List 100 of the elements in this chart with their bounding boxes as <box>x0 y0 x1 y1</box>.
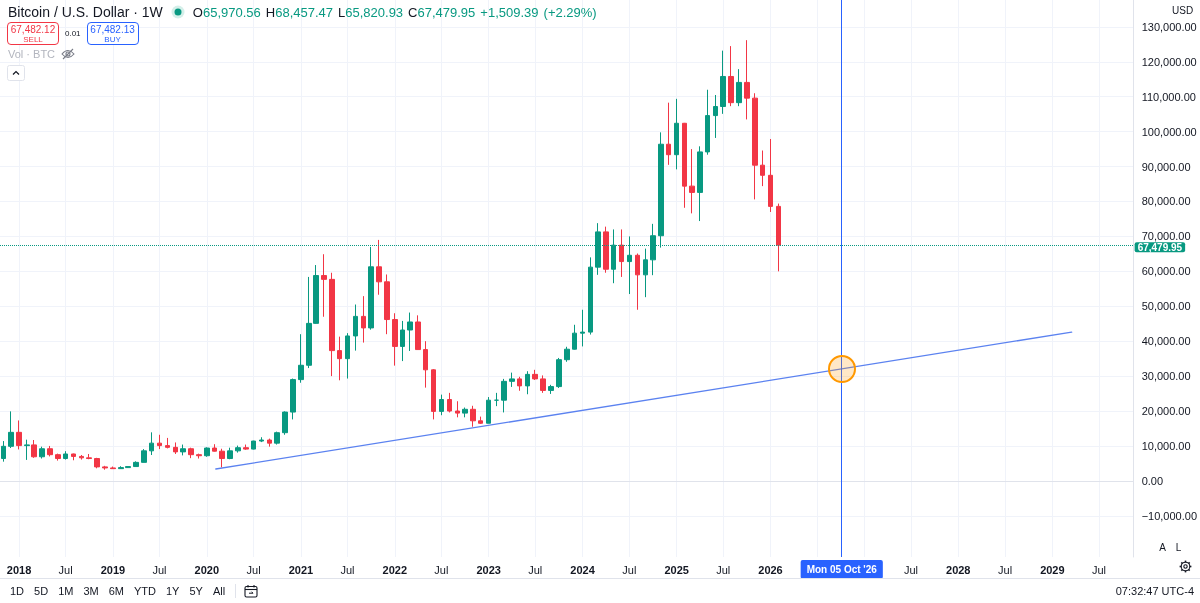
candlestick <box>423 340 428 389</box>
candlestick <box>455 400 460 418</box>
candlestick <box>447 392 452 413</box>
annotation: 0.01 <box>64 29 82 38</box>
x-tick-label: 2018 <box>6 563 32 576</box>
candlestick <box>666 102 671 166</box>
candlestick <box>259 436 264 443</box>
candlestick <box>752 92 758 200</box>
candlestick <box>149 431 154 456</box>
y-tick-label: 20,000.00 <box>1141 405 1191 418</box>
text: 6M <box>107 585 125 597</box>
candlestick <box>643 248 648 298</box>
candlestick <box>24 439 30 461</box>
candlestick <box>392 312 398 367</box>
y-tick-label: 120,000.00 <box>1141 55 1197 68</box>
candlestick <box>298 333 304 384</box>
x-tick-label: 2026 <box>758 563 783 576</box>
candlestick <box>102 465 108 471</box>
candlestick <box>407 312 413 352</box>
candlestick <box>501 378 507 413</box>
y-tick-label: 110,000.00 <box>1141 90 1196 103</box>
text: 1D <box>9 585 26 597</box>
x-tick-label: Jul <box>58 563 73 576</box>
text: L <box>1172 541 1185 555</box>
candlestick <box>682 122 687 209</box>
candlestick <box>235 445 241 454</box>
candlestick <box>768 138 773 213</box>
candlestick <box>267 438 272 448</box>
y-tick-label: 100,000.00 <box>1141 125 1197 138</box>
candlestick <box>31 439 37 459</box>
candlestick <box>290 378 296 420</box>
candlestick <box>540 374 546 394</box>
candlestick <box>337 336 342 381</box>
y-tick-label: 130,000.00 <box>1141 20 1197 33</box>
candlestick <box>720 50 726 115</box>
candlestick <box>188 447 194 459</box>
y-axis-title: USD <box>1172 5 1194 16</box>
candlestick <box>16 419 22 450</box>
candlestick <box>165 437 170 449</box>
candlestick <box>776 203 781 272</box>
candlestick <box>532 369 538 381</box>
candlestick <box>329 272 335 377</box>
candlestick <box>361 295 366 344</box>
candlestick <box>376 239 382 296</box>
candlestick <box>728 45 734 107</box>
y-tick-label: 30,000.00 <box>1141 370 1191 383</box>
x-tick-label: 2023 <box>476 563 501 576</box>
text: 07:32:47 UTC-4 <box>1115 585 1194 597</box>
candlestick <box>564 346 570 363</box>
y-tick-label: 60,000.00 <box>1141 265 1191 278</box>
x-tick-label: Jul <box>1091 563 1106 576</box>
text: 3M <box>82 585 100 597</box>
y-tick-label: 50,000.00 <box>1141 300 1191 313</box>
candlestick <box>8 410 14 449</box>
candlestick <box>603 226 609 274</box>
x-tick-label: Jul <box>716 563 731 576</box>
candlestick <box>212 443 217 453</box>
candlestick <box>141 448 147 463</box>
y-tick-label: −10,000.00 <box>1141 509 1198 522</box>
candlestick <box>55 453 61 462</box>
x-tick-label: 2028 <box>946 563 971 576</box>
candlestick <box>760 150 765 187</box>
candlestick <box>744 39 750 120</box>
annotation: 67,482.12 <box>9 24 57 35</box>
candlestick <box>353 304 358 352</box>
candlestick <box>400 320 405 362</box>
text: 5D <box>33 585 50 597</box>
candlestick <box>133 460 139 468</box>
x-tick-label: Jul <box>528 563 543 576</box>
candlestick <box>525 370 530 395</box>
candlestick <box>486 396 491 424</box>
candlestick <box>196 453 202 460</box>
y-tick-label: 90,000.00 <box>1141 160 1191 173</box>
candlestick <box>63 450 68 461</box>
candlestick <box>219 448 225 468</box>
candlestick <box>439 394 444 416</box>
candlestick <box>580 309 585 347</box>
annotation: BUY <box>103 35 122 44</box>
candlestick <box>588 256 593 336</box>
x-tick-label: Jul <box>903 563 918 576</box>
candlestick <box>478 416 483 425</box>
x-tick-label: 2021 <box>288 563 314 576</box>
candlestick <box>462 407 468 418</box>
chart-title: Bitcoin / U.S. Dollar · 1W <box>8 4 163 20</box>
x-tick-label: 2029 <box>1040 563 1065 576</box>
candlestick <box>494 392 499 407</box>
annotation: Vol · BTC <box>8 48 56 60</box>
text: A <box>1156 541 1169 555</box>
candlestick <box>86 453 92 460</box>
text: 1Y <box>164 585 181 597</box>
candlestick <box>94 457 100 469</box>
candlestick <box>384 273 390 335</box>
candlestick <box>431 368 436 420</box>
y-tick-label: 80,000.00 <box>1141 195 1191 208</box>
candlestick <box>635 253 640 311</box>
x-tick-label: Jul <box>622 563 637 576</box>
x-tick-label: 2020 <box>194 563 220 576</box>
ref-line-label: 67,479.95 <box>1137 241 1183 253</box>
x-tick-label: 2022 <box>382 563 408 576</box>
candlestick <box>204 446 210 458</box>
